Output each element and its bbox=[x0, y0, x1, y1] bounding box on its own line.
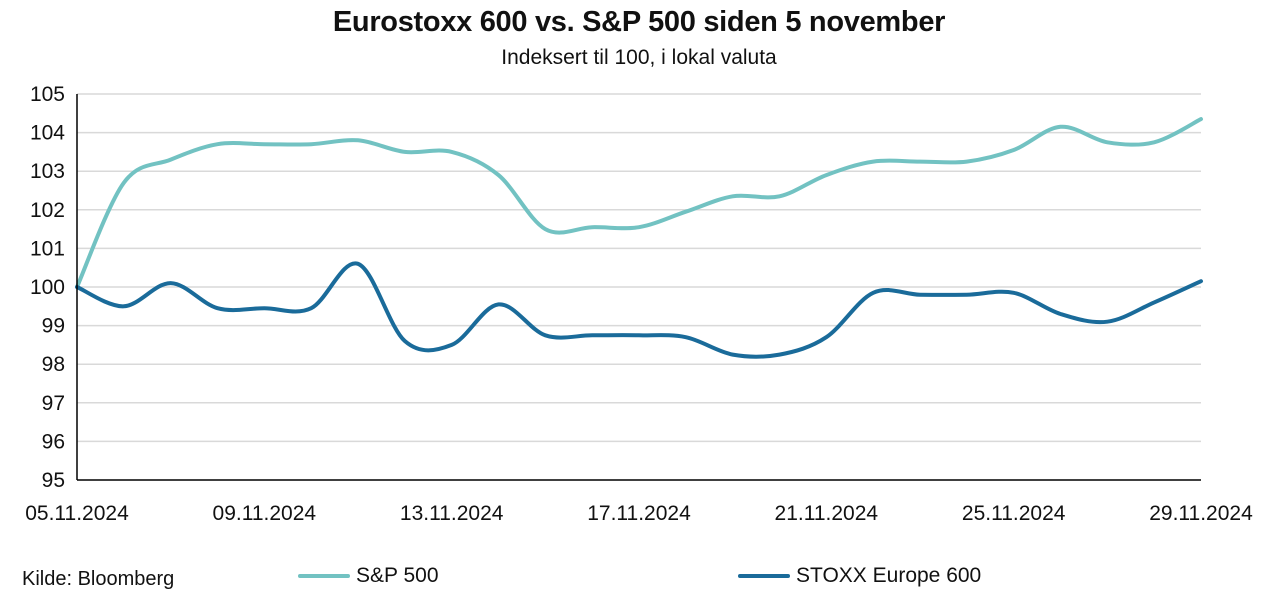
source-note: Kilde: Bloomberg bbox=[22, 568, 175, 590]
legend-swatch-sp500 bbox=[298, 574, 350, 578]
axes bbox=[76, 94, 1201, 481]
x-tick-labels: 05.11.2024 09.11.2024 13.11.2024 17.11.2024… bbox=[25, 502, 1253, 525]
y-tick-label: 99 bbox=[42, 315, 65, 338]
y-tick-label: 102 bbox=[30, 199, 65, 222]
y-tick-label: 98 bbox=[42, 353, 65, 376]
y-tick-label: 96 bbox=[42, 430, 65, 453]
y-tick-label: 100 bbox=[30, 276, 65, 299]
y-tick-label: 103 bbox=[30, 160, 65, 183]
legend-swatch-stoxx600 bbox=[738, 574, 790, 578]
series-line-sp500 bbox=[75, 117, 1203, 289]
x-tick-label: 05.11.2024 bbox=[25, 502, 129, 525]
chart-title: Eurostoxx 600 vs. S&P 500 siden 5 novemb… bbox=[332, 6, 946, 38]
x-tick-label: 25.11.2024 bbox=[962, 502, 1066, 525]
y-tick-label: 97 bbox=[42, 392, 65, 415]
x-tick-label: 21.11.2024 bbox=[775, 502, 879, 525]
series-lines bbox=[75, 117, 1203, 359]
x-tick-label: 13.11.2024 bbox=[400, 502, 504, 525]
y-tick-label: 104 bbox=[30, 122, 65, 145]
legend-label-sp500: S&P 500 bbox=[356, 564, 439, 587]
chart-subtitle: Indeksert til 100, i lokal valuta bbox=[501, 46, 777, 69]
y-tick-labels: 95 96 97 98 99 100 101 102 103 104 105 bbox=[30, 83, 65, 492]
legend-item-sp500: S&P 500 bbox=[298, 564, 439, 588]
y-tick-label: 105 bbox=[30, 83, 65, 106]
x-tick-label: 29.11.2024 bbox=[1149, 502, 1253, 525]
series-line-stoxx600 bbox=[75, 261, 1203, 359]
y-tick-label: 101 bbox=[30, 237, 65, 260]
y-tick-label: 95 bbox=[42, 469, 65, 492]
x-tick-label: 17.11.2024 bbox=[587, 502, 691, 525]
legend-item-stoxx600: STOXX Europe 600 bbox=[738, 564, 981, 588]
grid-lines bbox=[77, 93, 1201, 443]
legend-label-stoxx600: STOXX Europe 600 bbox=[796, 564, 982, 587]
x-tick-label: 09.11.2024 bbox=[213, 502, 317, 525]
